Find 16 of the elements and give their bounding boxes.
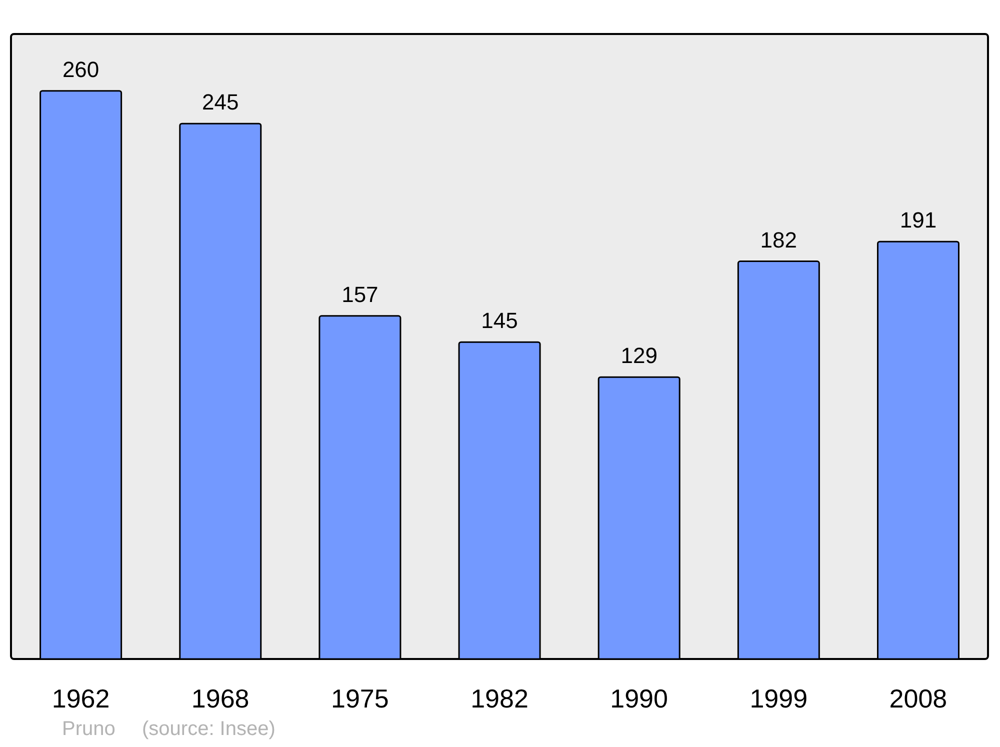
x-tick-label: 1990 xyxy=(610,683,668,714)
x-tick-label: 1968 xyxy=(191,683,250,714)
x-tick-label: 1962 xyxy=(52,683,110,714)
data-label: 245 xyxy=(202,90,239,115)
data-label: 157 xyxy=(342,282,378,307)
data-label: 182 xyxy=(760,227,798,252)
text: Pruno xyxy=(62,718,116,741)
x-tick-label: 2008 xyxy=(889,683,948,714)
data-label: 191 xyxy=(900,208,937,233)
x-tick-label: 1982 xyxy=(470,683,528,714)
text: (source: Insee) xyxy=(142,718,276,741)
x-tick-label: 1975 xyxy=(331,683,389,714)
x-tick-label: 1999 xyxy=(750,683,808,714)
data-label: 129 xyxy=(620,343,658,368)
data-label: 260 xyxy=(62,56,100,82)
data-label: 145 xyxy=(481,308,518,334)
